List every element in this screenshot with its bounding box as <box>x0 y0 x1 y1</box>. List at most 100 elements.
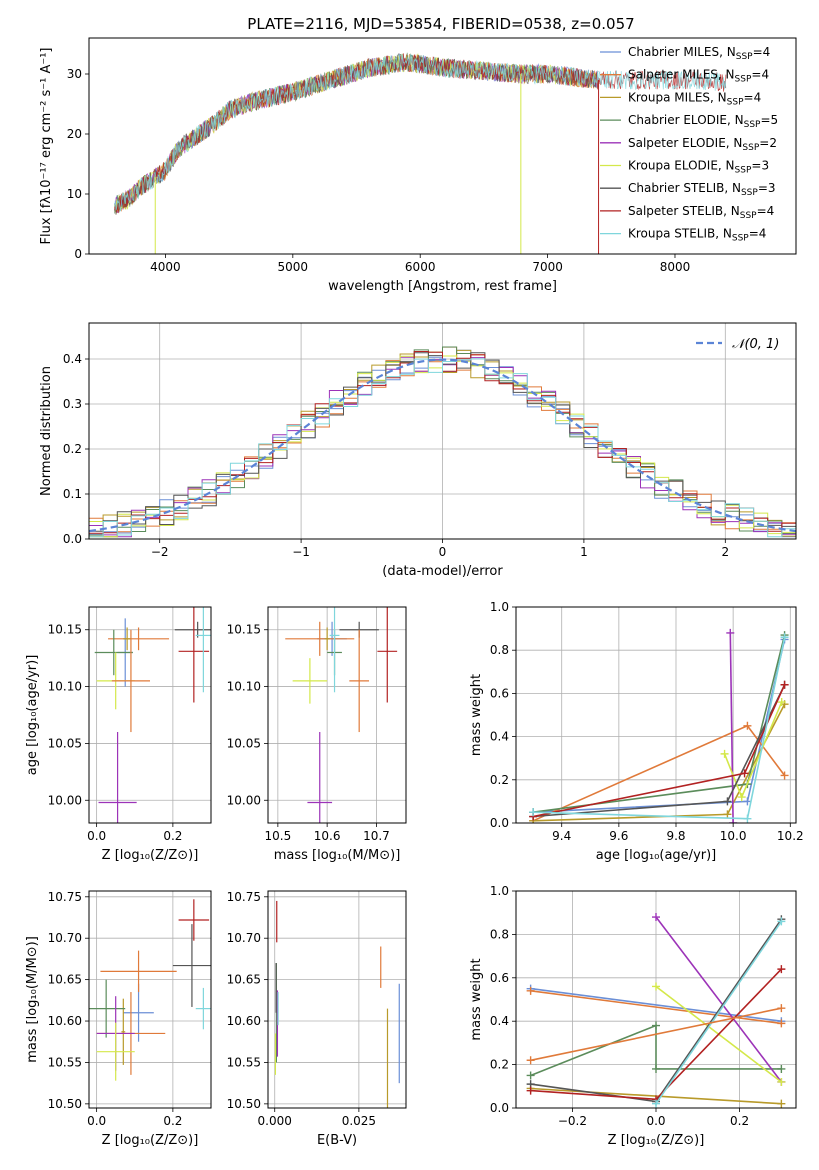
weight-marker <box>652 1064 660 1073</box>
legend-sub: SSP <box>735 75 752 85</box>
plot-area <box>268 891 406 1108</box>
y-tick-label: 10.00 <box>48 793 82 807</box>
legend-label-2: Kroupa MILES, NSSP=4 <box>628 90 761 107</box>
y-axis-label: mass [log₁₀(M/M⊙)] <box>25 936 40 1063</box>
figure-title: PLATE=2116, MJD=53854, FIBERID=0538, z=0… <box>247 15 634 33</box>
weight-marker <box>777 1064 786 1073</box>
y-tick-label: 0 <box>74 247 82 261</box>
axes-frame <box>88 890 212 1109</box>
legend-sub: SSP <box>741 188 758 198</box>
x-tick-label: 9.4 <box>552 829 571 843</box>
y-tick-label: 0.2 <box>490 773 509 787</box>
y-tick-label: 1.0 <box>490 884 509 898</box>
plot-area <box>114 52 727 254</box>
x-tick-label: 0.025 <box>342 1114 376 1128</box>
y-tick-label: 30 <box>67 67 82 81</box>
panel-residuals: −2 −1 0 1 2 0.0 0.1 0.2 0.3 0.4 (data-model)/error… <box>39 322 797 579</box>
legend-label-5: Kroupa ELODIE, NSSP=3 <box>628 159 769 176</box>
x-axis-label: Z [log₁₀(Z/Z⊙)] <box>102 1133 199 1148</box>
y-tick-label: 10.60 <box>48 1014 82 1028</box>
y-tick-label: 10.70 <box>48 931 82 945</box>
legend-label-6: Chabrier STELIB, NSSP=3 <box>628 181 776 198</box>
weight-marker <box>526 1056 535 1065</box>
legend-label-normal: 𝒩(0, 1) <box>732 337 779 352</box>
panel-mass_vs_Z: 0.0 0.2 10.50 10.55 10.60 10.65 10.70 10.75 Z [l… <box>25 890 212 1148</box>
y-tick-label: 10.55 <box>227 1055 261 1069</box>
x-tick-label: 10.5 <box>264 829 291 843</box>
weight-marker <box>740 769 749 778</box>
panel-spectrum: 4000 5000 6000 7000 8000 0 10 20 30 wavelength [A… <box>39 37 797 294</box>
x-tick-label: 9.6 <box>609 829 628 843</box>
y-tick-label: 10 <box>67 187 82 201</box>
x-tick-label: 10.7 <box>363 829 390 843</box>
legend-sub: SSP <box>727 97 744 107</box>
hist-series-8 <box>89 358 796 538</box>
x-tick-label: 0.2 <box>163 829 182 843</box>
y-tick-label: 0.3 <box>63 397 82 411</box>
weight-marker <box>743 797 752 806</box>
weight-marker <box>780 633 789 642</box>
weight-marker <box>777 917 786 926</box>
x-tick-label: 0 <box>439 545 447 559</box>
y-axis-label: age [log₁₀(age/yr)] <box>25 655 40 776</box>
y-tick-label: 10.15 <box>227 623 261 637</box>
legend-tail: =4 <box>749 227 767 241</box>
x-axis-label: wavelength [Angstrom, rest frame] <box>328 279 557 294</box>
y-tick-label: 10.05 <box>48 736 82 750</box>
axes-frame <box>88 322 797 540</box>
x-axis-label: E(B-V) <box>317 1133 357 1148</box>
weight-marker <box>526 1086 535 1095</box>
x-tick-label: 9.8 <box>666 829 685 843</box>
legend-tail: =4 <box>753 45 771 59</box>
x-tick-label: 4000 <box>150 260 181 274</box>
x-tick-label: 6000 <box>405 260 436 274</box>
x-tick-label: 0.0 <box>646 1114 665 1128</box>
legend-tail: =4 <box>744 90 762 104</box>
y-tick-label: 10.50 <box>48 1097 82 1111</box>
legend-base: Salpeter MILES, N <box>628 68 735 82</box>
legend-sub: SSP <box>736 52 753 62</box>
y-tick-label: 10.05 <box>227 736 261 750</box>
x-tick-label: 10.0 <box>720 829 747 843</box>
legend-base: Chabrier STELIB, N <box>628 181 741 195</box>
plot-area <box>268 607 406 823</box>
weight-marker <box>652 1099 660 1108</box>
x-tick-label: −2 <box>151 545 169 559</box>
x-tick-label: 0.0 <box>87 829 106 843</box>
y-tick-label: 0.1 <box>63 487 82 501</box>
weight-marker <box>780 771 789 780</box>
legend-tail: =2 <box>759 136 777 150</box>
x-tick-label: 5000 <box>278 260 309 274</box>
weight-marker <box>526 986 535 995</box>
weight-line-9 <box>530 1007 782 1062</box>
y-tick-label: 0.8 <box>490 927 509 941</box>
legend-tail: =5 <box>760 113 778 127</box>
y-tick-label: 10.10 <box>227 680 261 694</box>
plot-area <box>516 891 796 1108</box>
legend-base: Kroupa MILES, N <box>628 90 727 104</box>
y-tick-label: 10.10 <box>48 680 82 694</box>
y-tick-label: 0.0 <box>490 816 509 830</box>
weight-line-6 <box>533 684 786 818</box>
y-tick-label: 0.6 <box>490 971 509 985</box>
plot-area <box>89 607 211 823</box>
legend-sub: SSP <box>742 143 759 153</box>
weight-marker <box>652 982 660 991</box>
spectrum-series-8 <box>114 53 727 212</box>
y-tick-label: 10.65 <box>227 973 261 987</box>
weight-line-8 <box>655 920 783 1105</box>
x-axis-label: Z [log₁₀(Z/Z⊙)] <box>102 848 199 863</box>
y-tick-label: 0.2 <box>490 1058 509 1072</box>
y-tick-label: 0.0 <box>63 532 82 546</box>
y-axis-label: Flux [fλ10⁻¹⁷ erg cm⁻² s⁻¹ A⁻¹] <box>39 48 54 245</box>
x-tick-label: 0.000 <box>258 1114 292 1128</box>
y-tick-label: 10.00 <box>227 793 261 807</box>
x-axis-label: age [log₁₀(age/yr)] <box>596 848 717 863</box>
axes-frame <box>267 890 407 1109</box>
y-tick-label: 10.65 <box>48 973 82 987</box>
weight-marker <box>777 698 786 707</box>
y-tick-label: 10.55 <box>48 1055 82 1069</box>
